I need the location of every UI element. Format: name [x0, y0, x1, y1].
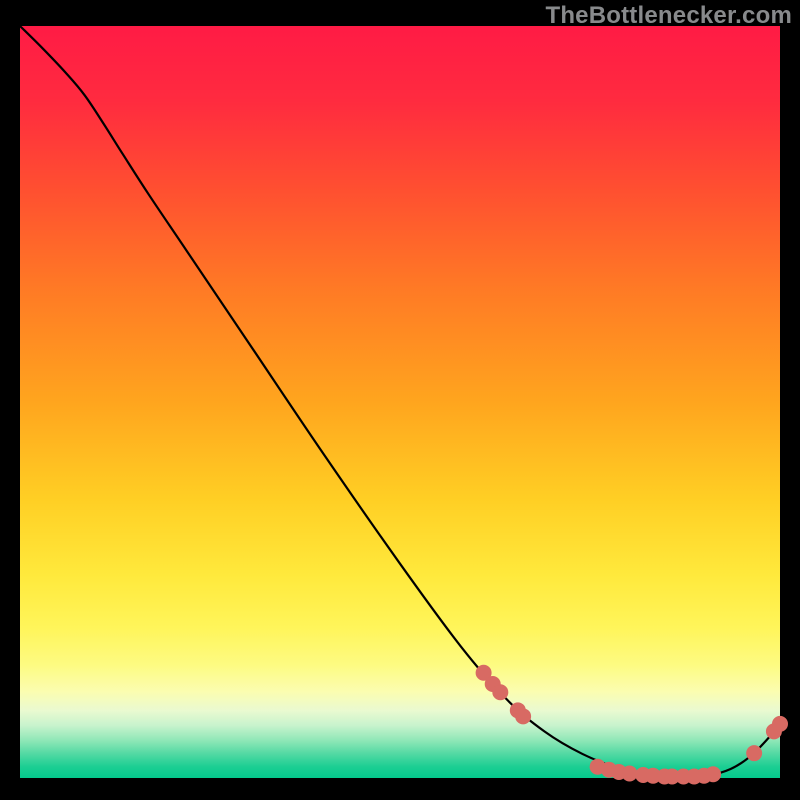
data-marker — [773, 716, 788, 731]
data-marker — [493, 685, 508, 700]
data-marker — [516, 709, 531, 724]
plot-background — [20, 26, 780, 778]
data-marker — [706, 767, 721, 782]
watermark-text: TheBottlenecker.com — [545, 2, 792, 30]
chart-svg — [0, 0, 800, 800]
data-marker — [747, 746, 762, 761]
data-marker — [622, 766, 637, 781]
figure-root — [0, 0, 800, 800]
